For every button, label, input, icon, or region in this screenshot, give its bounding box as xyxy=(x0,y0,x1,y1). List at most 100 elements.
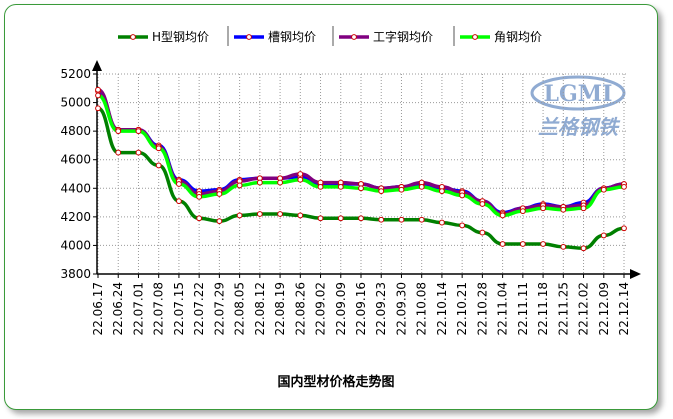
data-point-1 xyxy=(317,215,324,222)
x-tick-label: 22.06.17 xyxy=(91,282,105,335)
y-tick-label: 4200 xyxy=(60,210,91,224)
data-point-4 xyxy=(135,128,142,135)
x-tick-label: 22.09.16 xyxy=(354,282,368,335)
legend-item-3: 工字钢均价 xyxy=(339,29,433,44)
data-point-4 xyxy=(600,186,607,193)
data-point-4 xyxy=(540,205,546,212)
x-tick-label: 22.10.14 xyxy=(435,282,449,335)
data-point-4 xyxy=(236,182,243,189)
data-point-1 xyxy=(216,218,223,225)
data-point-1 xyxy=(459,222,466,229)
legend: H型钢均价 槽钢均价 工字钢均价 角钢均价 xyxy=(118,26,542,46)
data-point-1 xyxy=(358,215,364,222)
legend-label: 工字钢均价 xyxy=(373,29,433,44)
legend-item-2: 槽钢均价 xyxy=(234,30,316,44)
data-point-4 xyxy=(459,192,466,199)
x-tick-label: 22.07.29 xyxy=(212,282,226,335)
data-point-1 xyxy=(277,211,283,217)
data-point-1 xyxy=(560,243,567,250)
legend-label: H型钢均价 xyxy=(152,30,209,44)
x-tick-label: 22.12.14 xyxy=(617,282,631,335)
x-tick-label: 22.08.12 xyxy=(253,282,267,335)
data-point-4 xyxy=(560,206,567,213)
legend-item-1: H型钢均价 xyxy=(118,30,209,44)
legend-label: 槽钢均价 xyxy=(268,30,316,44)
x-tick-label: 22.10.21 xyxy=(455,282,469,335)
data-point-1 xyxy=(600,232,607,239)
x-tick-label: 22.08.19 xyxy=(273,282,287,335)
data-point-4 xyxy=(499,212,506,219)
data-point-1 xyxy=(479,229,486,236)
data-point-1 xyxy=(580,245,587,252)
legend-label: 角钢均价 xyxy=(494,30,542,44)
data-point-4 xyxy=(479,201,486,207)
x-tick-label: 22.10.08 xyxy=(415,282,429,335)
data-point-4 xyxy=(297,176,304,183)
x-tick-label: 22.12.09 xyxy=(597,282,611,335)
data-point-4 xyxy=(378,188,385,195)
data-point-4 xyxy=(621,183,627,190)
x-tick-label: 22.12.02 xyxy=(577,282,591,335)
data-point-4 xyxy=(95,92,101,99)
legend-marker xyxy=(472,34,478,40)
data-point-4 xyxy=(196,193,203,200)
data-point-4 xyxy=(216,191,223,197)
x-tick-label: 22.08.05 xyxy=(233,282,247,335)
data-point-1 xyxy=(176,198,182,205)
legend-marker xyxy=(130,34,136,40)
x-tick-label: 22.07.22 xyxy=(192,282,206,335)
data-point-3 xyxy=(297,171,304,177)
chart-title: 国内型材价格走势图 xyxy=(277,374,394,390)
data-point-4 xyxy=(115,128,122,135)
data-point-1 xyxy=(236,212,243,219)
data-point-1 xyxy=(499,241,506,247)
y-tick-label: 4600 xyxy=(60,153,91,167)
data-point-1 xyxy=(439,219,445,226)
data-point-4 xyxy=(398,186,405,193)
x-tick-label: 22.09.23 xyxy=(374,282,388,335)
x-tick-label: 22.07.01 xyxy=(131,282,145,335)
data-point-4 xyxy=(519,208,526,215)
data-point-4 xyxy=(337,183,344,190)
watermark-logo: LGMI 兰格钢铁 xyxy=(530,75,626,139)
data-point-4 xyxy=(317,183,324,190)
data-point-4 xyxy=(176,181,182,187)
data-point-4 xyxy=(155,145,162,152)
data-point-1 xyxy=(196,215,203,222)
data-point-4 xyxy=(277,179,283,186)
data-point-4 xyxy=(358,185,364,192)
data-point-4 xyxy=(439,188,445,195)
legend-marker xyxy=(246,34,252,40)
x-tick-label: 22.11.04 xyxy=(496,282,510,335)
x-tick-label: 22.06.24 xyxy=(111,282,125,335)
x-tick-label: 22.08.26 xyxy=(293,282,307,335)
x-tick-label: 22.09.02 xyxy=(314,282,328,335)
watermark-caption: 兰格钢铁 xyxy=(538,115,621,139)
x-axis-arrow xyxy=(630,269,641,279)
x-tick-label: 22.11.11 xyxy=(516,282,530,335)
data-point-1 xyxy=(297,212,304,219)
x-tick-label: 22.11.18 xyxy=(536,282,550,335)
series-line-3 xyxy=(97,87,625,216)
data-point-1 xyxy=(135,149,142,156)
data-point-1 xyxy=(115,149,122,156)
y-axis-arrow xyxy=(92,60,102,71)
axes: 3800 4000 4200 4400 4600 4800 5000 5200 22.06.17… xyxy=(60,60,641,335)
watermark-logo-text: LGMI xyxy=(544,81,613,107)
data-point-4 xyxy=(256,179,263,186)
data-point-1 xyxy=(378,216,385,223)
y-tick-label: 5200 xyxy=(60,67,91,81)
data-point-3 xyxy=(95,86,101,93)
y-tick-label: 3800 xyxy=(60,267,91,281)
data-point-1 xyxy=(337,215,344,222)
data-point-4 xyxy=(418,183,425,190)
x-tick-label: 22.09.30 xyxy=(394,282,408,335)
y-tick-label: 4800 xyxy=(60,124,91,138)
y-tick-label: 5000 xyxy=(60,96,91,110)
data-point-1 xyxy=(621,225,627,232)
y-tick-label: 4400 xyxy=(60,181,91,195)
data-point-1 xyxy=(519,241,526,247)
x-tick-label: 22.07.15 xyxy=(172,282,186,335)
legend-marker xyxy=(351,34,357,40)
data-point-1 xyxy=(95,105,101,112)
